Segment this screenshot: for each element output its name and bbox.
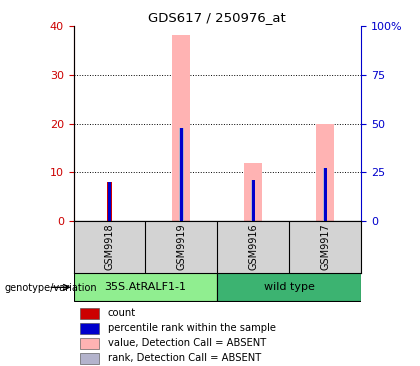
Text: GSM9917: GSM9917 [320,224,330,270]
Text: rank, Detection Call = ABSENT: rank, Detection Call = ABSENT [108,354,261,363]
Title: GDS617 / 250976_at: GDS617 / 250976_at [149,11,286,25]
Bar [80,353,100,364]
Bar [244,163,262,221]
Bar [107,182,112,221]
Text: 35S.AtRALF1-1: 35S.AtRALF1-1 [105,282,186,292]
Bar [180,128,183,221]
Bar [316,123,334,221]
Bar [80,323,100,334]
Bar [218,273,361,301]
Bar [74,273,218,301]
Text: GSM9919: GSM9919 [176,224,186,270]
Text: genotype/variation: genotype/variation [4,283,97,293]
Text: GSM9916: GSM9916 [248,224,258,270]
Bar [324,168,327,221]
Bar [323,168,328,221]
Text: wild type: wild type [264,282,315,292]
Text: value, Detection Call = ABSENT: value, Detection Call = ABSENT [108,338,266,348]
Bar [108,182,111,221]
Bar [80,308,100,318]
Text: percentile rank within the sample: percentile rank within the sample [108,323,276,333]
Bar [80,338,100,349]
Bar [252,180,255,221]
Text: GSM9918: GSM9918 [105,224,115,270]
Bar [251,180,255,221]
Bar [179,128,184,221]
Bar [172,36,190,221]
Text: count: count [108,308,136,318]
